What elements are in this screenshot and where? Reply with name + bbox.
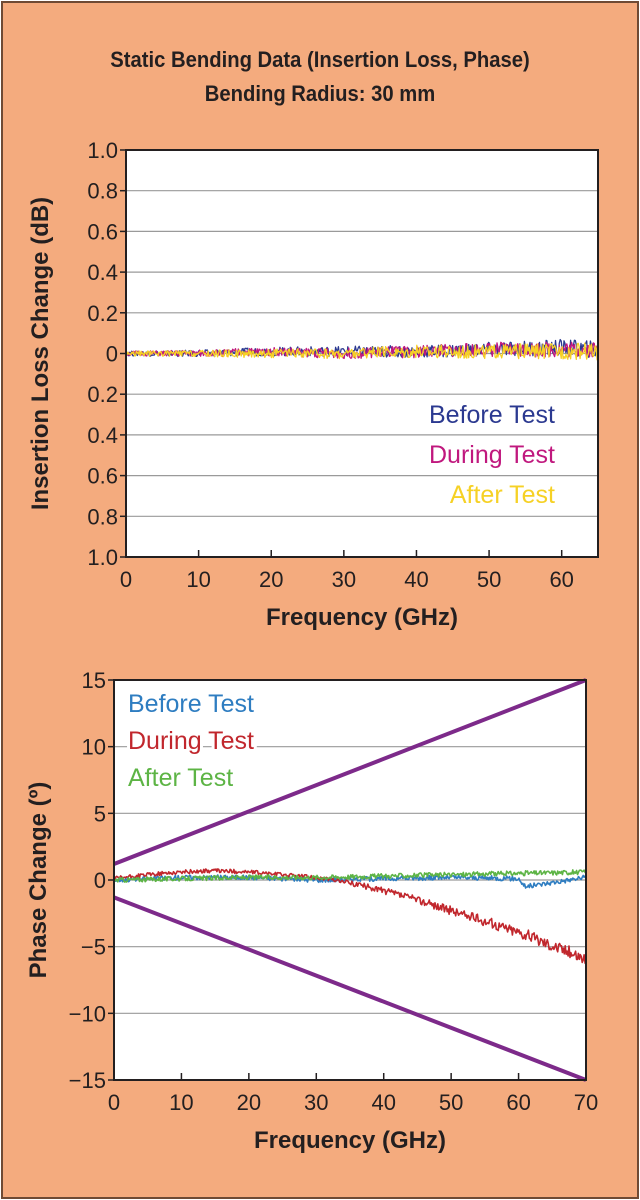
plot-border <box>125 149 599 558</box>
y-tick-label: 0.6 <box>87 219 118 244</box>
insertion-loss-chart: 1.00.80.60.40.200.20.40.60.81.00 10 20 30 40… <box>27 138 599 631</box>
x-tick-label: 30 <box>332 567 356 592</box>
y-tick-label: 0.4 <box>87 423 118 448</box>
y-tick-label: −15 <box>69 1068 106 1093</box>
series-line-after-test <box>125 342 599 361</box>
x-tick-label: 50 <box>439 1090 463 1115</box>
figure-title: Static Bending Data (Insertion Loss, Pha… <box>110 47 530 72</box>
figure-subtitle: Bending Radius: 30 mm <box>204 81 436 106</box>
y-axis-label: Phase Change (º) <box>25 782 52 979</box>
y-tick-label: 10 <box>82 735 106 760</box>
y-tick-label: 5 <box>94 801 106 826</box>
x-tick-label: 10 <box>169 1090 193 1115</box>
x-tick-label: 40 <box>404 567 428 592</box>
legend-entry: Before Test <box>128 690 254 718</box>
x-tick-label: 10 <box>186 567 210 592</box>
y-tick-label: −10 <box>69 1001 106 1026</box>
y-tick-label: 0.8 <box>87 504 118 529</box>
series-line-during-test <box>113 868 587 965</box>
x-tick-label: 50 <box>477 567 501 592</box>
x-tick-label: 70 <box>574 1090 598 1115</box>
x-tick-label: 0 <box>120 567 132 592</box>
y-tick-label: 0 <box>106 342 118 367</box>
legend-entry: After Test <box>128 764 233 792</box>
x-tick-label: 0 <box>108 1090 120 1115</box>
y-tick-label: 1.0 <box>87 545 118 570</box>
plot-border <box>113 679 587 1081</box>
x-tick-label: 20 <box>259 567 283 592</box>
y-tick-label: 0.4 <box>87 260 118 285</box>
y-tick-label: 1.0 <box>87 138 118 163</box>
x-tick-label: 60 <box>549 567 573 592</box>
y-tick-label: 0.8 <box>87 179 118 204</box>
y-tick-label: 0.2 <box>87 382 118 407</box>
series-line-after-test <box>113 869 587 883</box>
y-tick-label: 0 <box>94 868 106 893</box>
limit-line <box>113 678 587 866</box>
x-axis-label: Frequency (GHz) <box>254 1127 446 1154</box>
x-tick-label: 60 <box>506 1090 530 1115</box>
x-tick-label: 20 <box>237 1090 261 1115</box>
x-axis-label: Frequency (GHz) <box>266 604 458 631</box>
x-tick-label: 30 <box>304 1090 328 1115</box>
y-tick-label: 15 <box>82 668 106 693</box>
legend-entry: After Test <box>450 481 555 509</box>
y-tick-label: 0.6 <box>87 464 118 489</box>
y-axis-label: Insertion Loss Change (dB) <box>27 197 54 510</box>
y-tick-label: 0.2 <box>87 301 118 326</box>
limit-line <box>113 895 587 1082</box>
legend-entry: During Test <box>429 441 555 469</box>
x-tick-label: 40 <box>371 1090 395 1115</box>
y-tick-label: −5 <box>81 935 106 960</box>
legend-entry: Before Test <box>429 401 555 429</box>
legend-entry: During Test <box>128 727 254 755</box>
